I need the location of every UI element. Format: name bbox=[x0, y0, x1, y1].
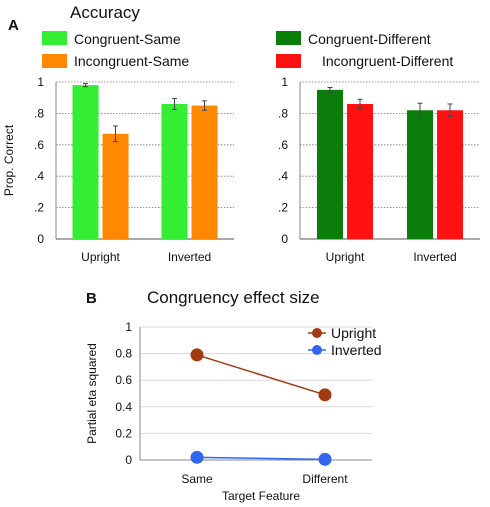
effect-ytick-label: 0 bbox=[125, 453, 132, 467]
legend-swatch-congruent-same bbox=[42, 31, 67, 45]
effect-data-point bbox=[190, 348, 204, 362]
effect-ytick-label: 0.8 bbox=[115, 347, 132, 361]
accuracy-same-ytick-label: 1 bbox=[37, 75, 44, 89]
effect-legend-label: Inverted bbox=[331, 342, 382, 358]
effect-data-point bbox=[190, 450, 204, 464]
effect-ytick-label: 0.6 bbox=[115, 373, 132, 387]
accuracy-different-ytick-label: 1 bbox=[281, 75, 288, 89]
legend-label-incongruent-same: Incongruent-Same bbox=[74, 53, 189, 69]
legend-label-congruent-same: Congruent-Same bbox=[74, 31, 181, 47]
accuracy-same-bar bbox=[191, 105, 218, 239]
legend-swatch-incongruent-different bbox=[276, 54, 301, 68]
legend-swatch-incongruent-same bbox=[42, 54, 67, 68]
panel-b-letter: B bbox=[86, 290, 97, 307]
accuracy-different-xtick-label: Upright bbox=[326, 250, 365, 264]
accuracy-chart-same: 0 .2 .4 .6 .8 1 Prop. Correct Upright Inverted bbox=[2, 75, 234, 264]
accuracy-different-ytick-label: .2 bbox=[278, 201, 288, 215]
effect-ytick-label: 1 bbox=[125, 320, 132, 334]
effect-size-chart: 0 0.2 0.4 0.6 0.8 1 Partial eta squared Same Dif… bbox=[85, 320, 382, 503]
accuracy-different-ytick-label: .8 bbox=[278, 106, 288, 120]
effect-legend-marker bbox=[312, 328, 322, 338]
effect-legend-marker bbox=[312, 345, 322, 355]
effect-data-point bbox=[318, 388, 332, 402]
accuracy-different-xtick-label: Inverted bbox=[413, 250, 456, 264]
accuracy-same-ytick-label: .8 bbox=[34, 106, 44, 120]
effect-series-line bbox=[196, 456, 326, 461]
accuracy-same-ytick-label: .2 bbox=[34, 201, 44, 215]
accuracy-different-bar bbox=[437, 110, 463, 239]
accuracy-different-ytick-label: 0 bbox=[281, 232, 288, 246]
effect-ytick-label: 0.4 bbox=[115, 400, 132, 414]
effect-ytick-label: 0.2 bbox=[115, 426, 132, 440]
legend-label-congruent-different: Congruent-Different bbox=[308, 31, 431, 47]
panel-a-title: Accuracy bbox=[70, 3, 140, 22]
accuracy-different-ytick-label: .4 bbox=[278, 169, 288, 183]
legend-label-incongruent-different: Incongruent-Different bbox=[322, 53, 453, 69]
accuracy-different-ytick-label: .6 bbox=[278, 138, 288, 152]
accuracy-different-bar bbox=[317, 89, 343, 239]
accuracy-same-ytick-label: 0 bbox=[37, 232, 44, 246]
accuracy-different-bar bbox=[347, 103, 373, 239]
accuracy-same-ytick-label: .4 bbox=[34, 169, 44, 183]
accuracy-same-ytick-label: .6 bbox=[34, 138, 44, 152]
legend-swatch-congruent-different bbox=[276, 31, 301, 45]
accuracy-same-bar bbox=[102, 133, 129, 239]
accuracy-same-bar bbox=[161, 103, 188, 239]
accuracy-same-xtick-label: Upright bbox=[81, 250, 120, 264]
accuracy-same-bar bbox=[72, 85, 99, 239]
accuracy-chart-different: 0 .2 .4 .6 .8 1 Upright Inverted bbox=[278, 75, 480, 264]
effect-series-line bbox=[196, 354, 326, 396]
effect-data-point bbox=[318, 452, 332, 466]
accuracy-different-bar bbox=[407, 110, 433, 239]
panel-b-title: Congruency effect size bbox=[147, 288, 320, 307]
panel-a-letter: A bbox=[8, 17, 19, 34]
accuracy-same-xtick-label: Inverted bbox=[168, 250, 211, 264]
effect-xtick-label: Different bbox=[302, 472, 348, 486]
accuracy-same-ylabel: Prop. Correct bbox=[2, 124, 16, 196]
effect-xtick-label: Same bbox=[181, 472, 213, 486]
effect-legend-label: Upright bbox=[331, 325, 376, 341]
effect-ylabel: Partial eta squared bbox=[85, 343, 99, 444]
effect-xlabel: Target Feature bbox=[222, 489, 300, 503]
legend-a: Congruent-Same Incongruent-Same Congruen… bbox=[42, 31, 453, 69]
